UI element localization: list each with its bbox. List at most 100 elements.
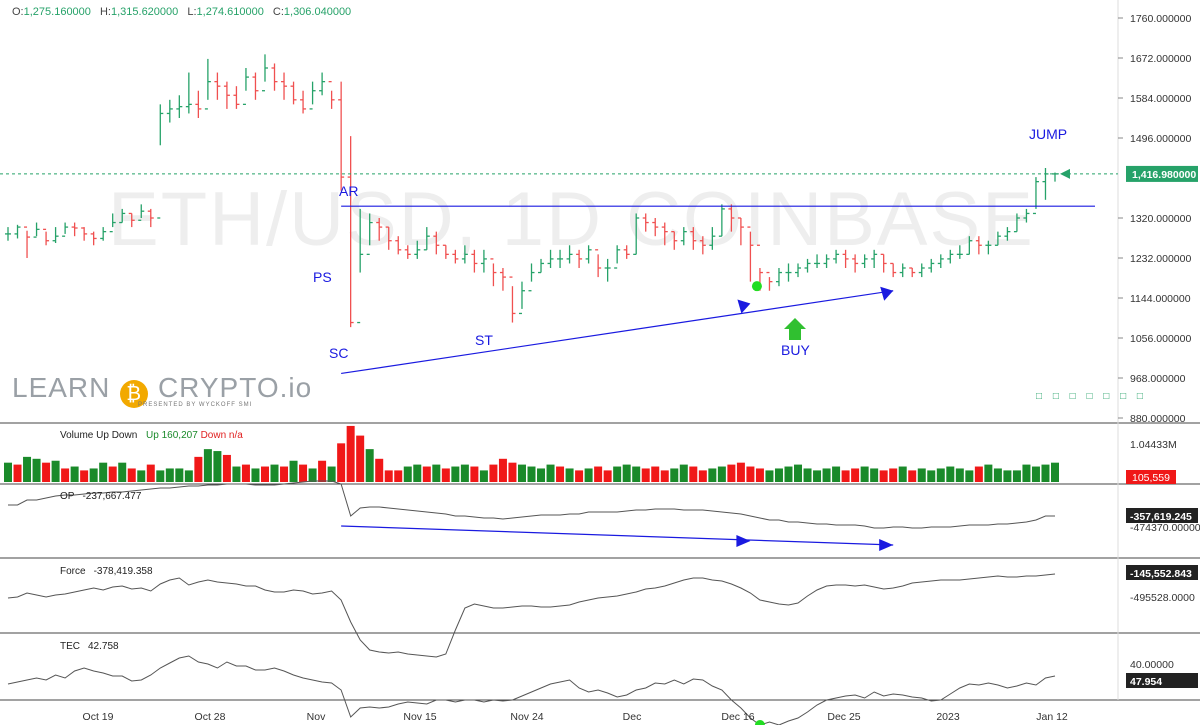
volume-bar — [803, 468, 812, 482]
bitcoin-icon: ₿ — [120, 380, 149, 408]
volume-bar — [898, 466, 907, 482]
tec-line — [7, 655, 1056, 725]
volume-bar — [280, 466, 289, 482]
force-line — [7, 573, 1056, 658]
op-y-tick: -474370.00000 — [1130, 522, 1200, 534]
volume-bar — [422, 466, 431, 482]
volume-bar — [546, 464, 555, 482]
volume-bar — [213, 451, 222, 482]
x-tick-label: Oct 28 — [195, 711, 226, 723]
tec-value: 42.758 — [88, 641, 119, 652]
y-tick-label: 1056.000000 — [1130, 333, 1191, 345]
force-last-badge — [1126, 565, 1198, 580]
volume-bar — [870, 468, 879, 482]
x-tick-label: Dec — [623, 711, 642, 723]
volume-bar — [813, 470, 822, 482]
op-pane-label: OP -237,667.477 — [60, 491, 141, 502]
volume-bar — [1051, 462, 1059, 482]
volume-bar — [1003, 470, 1012, 482]
logo-subtitle: PRESENTED BY WYCKOFF SMI — [138, 402, 253, 408]
volume-bar — [698, 470, 707, 482]
volume-bar — [108, 466, 117, 482]
volume-bar — [670, 468, 679, 482]
ohlc-high: 1,315.620000 — [110, 6, 179, 18]
volume-bar — [80, 470, 89, 482]
volume-bar — [460, 464, 469, 482]
y-tick-label: 1584.000000 — [1130, 93, 1191, 105]
last-price-marker — [1060, 168, 1070, 179]
volume-title: Volume Up Down — [60, 430, 138, 441]
force-title: Force — [60, 566, 86, 577]
y-tick-label: 1760.000000 — [1130, 13, 1191, 25]
volume-bar — [299, 464, 308, 482]
y-tick-label: 1232.000000 — [1130, 253, 1191, 265]
volume-bar — [936, 468, 945, 482]
volume-up: Up 160,207 — [146, 430, 198, 441]
volume-bar — [479, 470, 488, 482]
ohlc-open-key: O: — [12, 6, 24, 18]
volume-last-badge — [1126, 470, 1176, 484]
volume-bar — [32, 458, 41, 482]
volume-bar — [51, 460, 60, 482]
annotation-buy: BUY — [781, 342, 810, 358]
y-tick-label: 880.000000 — [1130, 413, 1186, 425]
volume-bar — [365, 449, 374, 482]
volume-bar — [717, 466, 726, 482]
chart-watermark: ETH/USD, 1D COINBASE — [108, 177, 1035, 262]
volume-bar — [222, 454, 231, 482]
pagination-squares[interactable]: □ □ □ □ □ □ □ — [1036, 391, 1147, 402]
x-tick-label: Oct 19 — [83, 711, 114, 723]
op-value: -237,667.477 — [82, 491, 142, 502]
volume-bar — [337, 443, 346, 482]
volume-bar — [603, 470, 612, 482]
volume-bar — [851, 468, 860, 482]
volume-bar — [594, 466, 603, 482]
volume-bar — [917, 468, 926, 482]
ohlc-readout: O:1,275.160000 H:1,315.620000 L:1,274.61… — [12, 6, 357, 18]
tec-y-tick: 40.00000 — [1130, 659, 1174, 671]
volume-bar — [413, 464, 422, 482]
support-arrow-head — [737, 299, 751, 314]
volume-bar — [318, 460, 327, 482]
volume-bar — [203, 449, 212, 482]
volume-bar — [327, 466, 336, 482]
x-tick-label: Nov 15 — [403, 711, 436, 723]
volume-bar — [13, 464, 22, 482]
volume-bar — [622, 464, 631, 482]
volume-bar — [889, 468, 898, 482]
volume-down-value: n/a — [228, 430, 243, 441]
volume-bar — [384, 470, 393, 482]
volume-bar — [118, 462, 127, 482]
volume-up-label: Up — [146, 430, 159, 441]
volume-bar — [965, 470, 974, 482]
tec-title: TEC — [60, 641, 80, 652]
volume-bar — [394, 470, 403, 482]
volume-bar — [955, 468, 964, 482]
annotation-jump: JUMP — [1029, 126, 1067, 142]
volume-bar — [822, 468, 831, 482]
volume-bar — [974, 466, 983, 482]
ohlc-low-key: L: — [187, 6, 197, 18]
ohlc-low: 1,274.610000 — [196, 6, 264, 18]
volume-bar — [184, 470, 193, 482]
volume-y-tick: 1.04433M — [1130, 439, 1177, 451]
x-tick-label: Jan 12 — [1036, 711, 1068, 723]
y-tick-label: 1496.000000 — [1130, 133, 1191, 145]
volume-bar — [70, 466, 79, 482]
op-line — [8, 480, 1055, 529]
volume-bar — [774, 468, 783, 482]
volume-bar — [1022, 464, 1031, 482]
volume-bar — [1012, 470, 1021, 482]
tec-last-label: 47.954 — [1130, 676, 1162, 688]
volume-bar — [42, 462, 51, 482]
volume-bar — [784, 466, 793, 482]
volume-bar — [194, 456, 203, 482]
last-price-badge — [1126, 165, 1198, 182]
volume-bar — [908, 470, 917, 482]
volume-bar — [679, 464, 688, 482]
support-arrow-head — [880, 286, 894, 301]
brand-logo: LEARN ₿ CRYPTO.io PRESENTED BY WYCKOFF S… — [12, 372, 312, 408]
buy-dot-marker — [751, 281, 762, 292]
volume-bar — [175, 468, 184, 482]
